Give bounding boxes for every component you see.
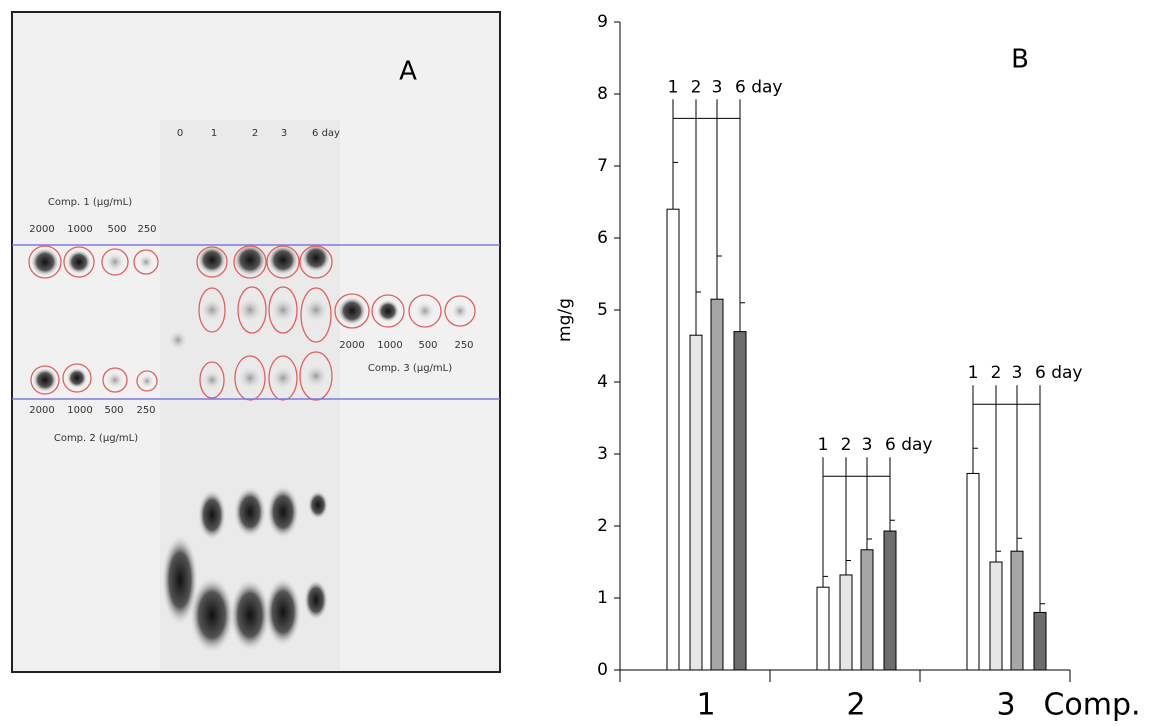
legend-label: 1: [668, 77, 679, 97]
legend-label: 3: [712, 77, 723, 97]
error-bar: [972, 447, 978, 474]
y-tick-label: 7: [597, 156, 608, 176]
legend-label: 2: [691, 77, 702, 97]
bar: [966, 472, 980, 671]
concentration-label: 500: [104, 405, 123, 416]
error-bar: [672, 161, 678, 210]
error-bar: [716, 255, 722, 300]
error-bar: [739, 302, 745, 332]
bar: [710, 298, 724, 671]
x-tick-label: 1: [696, 688, 715, 723]
x-tick-label: 3: [996, 688, 1015, 723]
lane-label: 0: [177, 128, 183, 139]
bar: [883, 530, 897, 671]
bar: [839, 574, 853, 671]
y-tick-label: 1: [597, 588, 608, 608]
y-tick-label: 6: [597, 228, 608, 248]
x-axis-label: Comp.: [1043, 688, 1140, 723]
lane-label: 2: [252, 128, 258, 139]
concentration-label: 500: [418, 340, 437, 351]
error-bar: [1039, 603, 1045, 613]
legend-label: 1: [968, 363, 979, 383]
concentration-label: 2000: [339, 340, 364, 351]
lane-label: 1: [211, 128, 217, 139]
legend-label: 3: [862, 435, 873, 455]
y-tick-label: 3: [597, 444, 608, 464]
concentration-label: 250: [136, 405, 155, 416]
y-tick-label: 9: [597, 12, 608, 32]
legend-label: 6 day: [885, 435, 933, 455]
concentration-label: 250: [454, 340, 473, 351]
concentration-label: 250: [137, 224, 156, 235]
legend-label: 6 day: [735, 77, 783, 97]
bar: [689, 334, 703, 671]
bar: [989, 561, 1003, 671]
bar: [816, 586, 830, 671]
concentration-label: 2000: [29, 405, 54, 416]
concentration-label: 1000: [67, 224, 92, 235]
error-bar: [822, 575, 828, 588]
y-tick-label: 8: [597, 84, 608, 104]
concentration-label: 1000: [67, 405, 92, 416]
concentration-label: 2000: [29, 224, 54, 235]
legend-label: 3: [1012, 363, 1023, 383]
y-tick-label: 0: [597, 660, 608, 680]
y-axis-label: mg/g: [555, 298, 575, 342]
x-tick-label: 2: [846, 688, 865, 723]
error-bar: [995, 550, 1001, 562]
error-bar: [845, 560, 851, 575]
y-tick-label: 4: [597, 372, 608, 392]
error-bar: [889, 519, 895, 532]
bar: [733, 331, 747, 671]
error-bar: [866, 538, 872, 550]
comp-title: Comp. 2 (μg/mL): [54, 433, 138, 444]
lane-label: 3: [281, 128, 287, 139]
bar: [1033, 611, 1047, 671]
comp-title: Comp. 1 (μg/mL): [48, 197, 132, 208]
legend-label: 1: [818, 435, 829, 455]
legend-label: 2: [841, 435, 852, 455]
bar: [1010, 550, 1024, 671]
concentration-label: 500: [107, 224, 126, 235]
error-bar: [1016, 537, 1022, 552]
bar: [666, 208, 680, 671]
legend-label: 6 day: [1035, 363, 1083, 383]
comp-title: Comp. 3 (μg/mL): [368, 363, 452, 374]
tlc-plate: A 0 1 2 3 6 day Comp. 1 (μg/mL) Comp. 2 …: [11, 11, 501, 673]
panel-label: B: [1011, 45, 1029, 75]
bar: [860, 549, 874, 671]
error-bar: [695, 291, 701, 336]
y-tick-label: 5: [597, 300, 608, 320]
lane-label: 6 day: [312, 128, 340, 139]
legend-label: 2: [991, 363, 1002, 383]
panel-label: A: [399, 57, 417, 87]
y-tick-label: 2: [597, 516, 608, 536]
concentration-label: 1000: [377, 340, 402, 351]
